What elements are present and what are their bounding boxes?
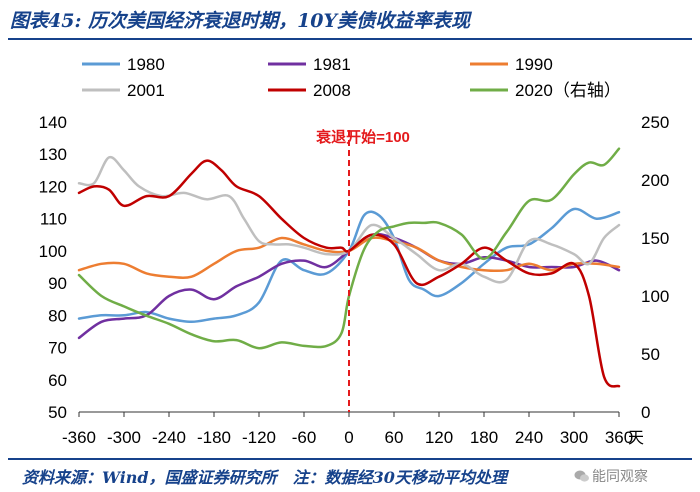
- figure-title: 图表45: 历次美国经济衰退时期，10Y美债收益率表现: [10, 10, 471, 32]
- legend: 1980 1981 1990 2001 2008 2020（右轴）: [82, 55, 621, 100]
- y-tick-label: 70: [48, 339, 67, 358]
- legend-item: 1990: [470, 55, 553, 74]
- y2-tick-label: 100: [641, 287, 669, 306]
- wechat-icon: [574, 470, 589, 482]
- y-tick-label: 90: [48, 274, 67, 293]
- recession-marker: 衰退开始=100: [315, 128, 410, 412]
- y2-tick-label: 150: [641, 229, 669, 248]
- series-line-2001: [77, 155, 621, 284]
- legend-item: 2008: [268, 81, 351, 100]
- y2-tick-label: 200: [641, 171, 669, 190]
- title-bar: 图表45: 历次美国经济衰退时期，10Y美债收益率表现: [0, 0, 700, 40]
- y2-tick-label: 0: [641, 403, 650, 422]
- footer: 资料来源：Wind，国盛证券研究所 注：数据经30天移动平均处理 能同观察: [0, 460, 700, 492]
- y-tick-label: 100: [39, 242, 67, 261]
- footer-rule: [8, 458, 692, 460]
- chart: 1980 1981 1990 2001 2008 2020（右轴） -360 -300 -24…: [39, 55, 670, 447]
- legend-label: 1980: [127, 55, 165, 74]
- legend-label: 2001: [127, 81, 165, 100]
- x-tick-label: 300: [560, 428, 588, 447]
- source-note: 资料来源：Wind，国盛证券研究所 注：数据经30天移动平均处理: [22, 468, 507, 487]
- title-rule: [8, 38, 692, 40]
- legend-item: 1980: [82, 55, 165, 74]
- x-tick-label: -120: [242, 428, 276, 447]
- x-tick-label: 360: [605, 428, 633, 447]
- axes: -360 -300 -240 -180 -120 -60 0 60 120 180 240 300 36…: [39, 113, 670, 447]
- x-tick-label: 60: [385, 428, 404, 447]
- legend-item: 2020（右轴）: [470, 81, 621, 100]
- y2-tick-label: 50: [641, 345, 660, 364]
- legend-label: 1990: [515, 55, 553, 74]
- x-tick-label: -240: [152, 428, 186, 447]
- series-line-1980: [77, 207, 621, 324]
- series-line-2020: [77, 147, 621, 350]
- y-tick-label: 80: [48, 306, 67, 325]
- x-tick-label: -360: [62, 428, 96, 447]
- y2-tick-label: 250: [641, 113, 669, 132]
- legend-label: 2008: [313, 81, 351, 100]
- legend-item: 1981: [268, 55, 351, 74]
- x-tick-label: 0: [344, 428, 353, 447]
- recession-label: 衰退开始=100: [315, 128, 410, 146]
- legend-label: 2020（右轴）: [515, 81, 621, 100]
- x-tick-label: -180: [197, 428, 231, 447]
- y-tick-label: 130: [39, 145, 67, 164]
- y-tick-label: 110: [40, 210, 67, 229]
- y-tick-label: 60: [48, 371, 67, 390]
- x-tick-label: 240: [515, 428, 543, 447]
- y-tick-label: 50: [48, 403, 67, 422]
- legend-item: 2001: [82, 81, 165, 100]
- series-line-2008: [77, 159, 621, 388]
- y-tick-label: 140: [39, 113, 67, 132]
- x-tick-label: -60: [292, 428, 317, 447]
- x-tick-label: 180: [470, 428, 498, 447]
- x-tick-label: -300: [107, 428, 141, 447]
- watermark: 能同观察: [592, 469, 648, 485]
- legend-label: 1981: [313, 55, 351, 74]
- x-unit-label: 天: [628, 430, 644, 447]
- y-tick-label: 120: [39, 177, 67, 196]
- x-tick-label: 120: [425, 428, 453, 447]
